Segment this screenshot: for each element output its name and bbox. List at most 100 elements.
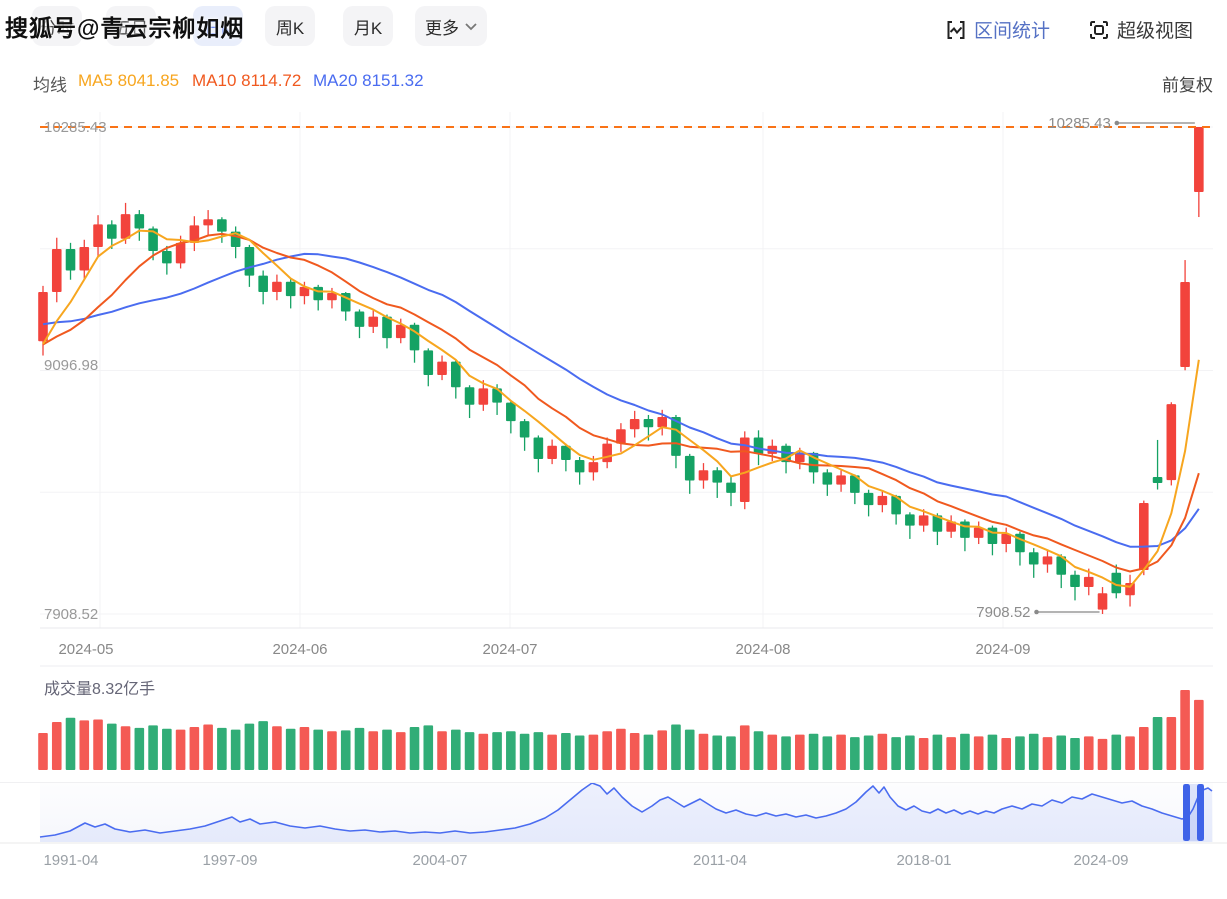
candle [863,489,874,517]
tab-5day[interactable]: 五日 [106,6,156,46]
super-view-button[interactable]: 超级视图 [1088,16,1193,43]
tab-monthly-k[interactable]: 月K [343,6,393,46]
navigator-track[interactable] [40,783,1213,842]
navigator-handle-left[interactable] [1183,784,1190,841]
x-axis-label: 2024-05 [58,641,114,658]
volume-bar [1125,736,1135,770]
volume-bar [464,732,475,770]
navigator-line [39,782,1213,838]
x-axis-label: 2024-08 [735,641,791,658]
volume-bar [313,729,323,770]
tab-label: 日K [203,18,233,38]
range-stats-button[interactable]: 区间统计 [945,16,1050,43]
volume-bar [272,726,282,770]
volume-bar [629,732,640,770]
navigator-handle-right[interactable] [1197,784,1204,841]
tab-minute[interactable]: 分时 [32,6,82,46]
volume-bar [258,721,268,770]
candle [1042,550,1053,573]
volume-bar [134,727,145,770]
ma10-line [42,232,1200,573]
volume-bar [478,733,489,770]
candle [506,400,516,434]
candle [134,210,145,241]
candle [175,235,186,269]
volume-bar [230,729,241,770]
candle [574,456,585,485]
candle [973,521,984,545]
candle [382,314,392,349]
candle [285,278,296,309]
candle [313,284,323,311]
navigator-area-fill [40,783,1212,842]
candle [1001,527,1011,553]
super-view-icon [1088,19,1110,41]
volume-bar [1042,737,1053,770]
volume-bar [189,727,200,770]
navigator-axis-label: 1997-09 [202,852,258,869]
candle [368,310,379,334]
volume-bar [120,726,131,770]
candle [836,470,846,492]
adjustment-toggle[interactable]: 前复权 [1162,76,1213,95]
volume-bar [643,734,654,770]
volume-bar [808,733,819,770]
candle [629,410,640,438]
volume-bar [38,732,48,770]
volume-bar [973,736,984,770]
volume-bar [960,733,970,770]
ma-legend-item[interactable]: MA20 8151.32 [313,71,424,90]
volume-bar [533,732,544,770]
watermark: 搜狐号@青云宗柳如烟 [5,15,245,41]
volume-bar [1056,735,1067,770]
volume-bar [781,736,791,770]
ma-legend-item[interactable]: MA10 8114.72 [192,71,302,90]
volume-bar [368,731,379,770]
candle [671,414,681,469]
volume-bar [107,723,117,770]
candle [712,467,723,498]
action-label: 超级视图 [1117,21,1194,42]
volume-bar [1139,727,1149,770]
candle [1083,568,1094,596]
candle [1139,500,1149,576]
candle [533,435,544,473]
low-annotation-dot [1034,609,1039,615]
volume-bar [354,727,365,770]
candle [891,494,901,525]
navigator-axis-label: 2018-01 [896,852,952,869]
volume-bar [409,727,420,770]
volume-bar [1166,716,1177,770]
y-axis-label: 7908.52 [44,606,99,623]
low-annotation-text: 7908.52 [976,604,1031,621]
volume-bar [698,733,709,770]
volume-bar [588,734,599,770]
volume-bar [244,723,255,770]
volume-bar [795,734,805,770]
volume-bar [1083,736,1094,770]
volume-bar [946,737,956,770]
x-axis-label: 2024-06 [272,641,328,658]
volume-bar [1180,690,1190,770]
ma-legend-title: 均线 [33,76,67,95]
tab-weekly-k[interactable]: 周K [265,6,315,46]
tab-more[interactable]: 更多 [415,6,487,46]
candle [65,242,76,280]
candle [519,419,530,451]
tab-label: 周K [275,18,305,38]
ma20-line [42,252,1200,548]
volume-bar [836,734,846,770]
volume-bar [1152,716,1163,770]
candle [932,513,943,546]
tab-daily-k[interactable]: 日K [193,6,243,46]
volume-bar [712,735,723,770]
volume-bar [382,729,392,770]
ma-legend-item[interactable]: MA5 8041.85 [78,71,180,90]
candle [1152,439,1163,490]
candle [1125,574,1135,607]
candle [850,474,860,505]
candle [1097,587,1108,614]
candle [478,380,489,411]
candle [230,226,241,259]
